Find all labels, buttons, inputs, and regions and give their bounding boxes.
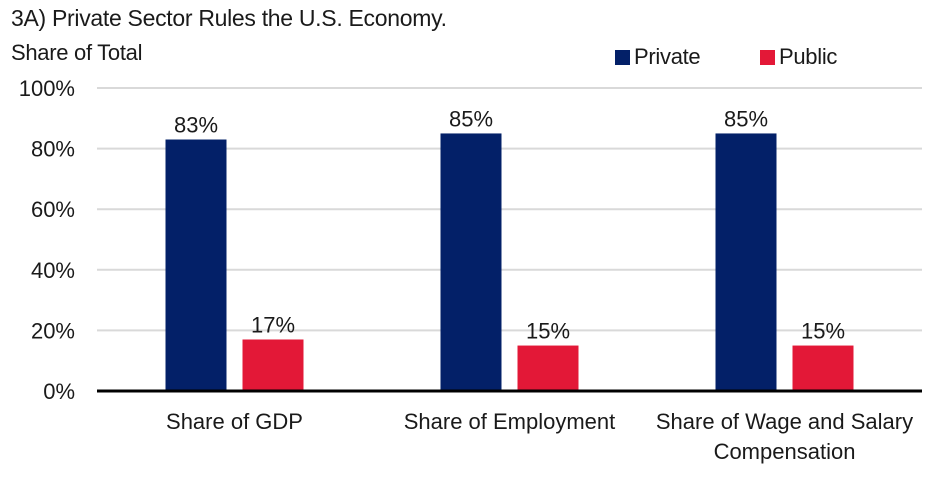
- bar-public: [517, 345, 579, 391]
- bar-private: [440, 133, 502, 391]
- x-tick-label: Compensation: [714, 439, 856, 464]
- chart-title: 3A) Private Sector Rules the U.S. Econom…: [11, 5, 447, 31]
- data-label-private: 83%: [174, 113, 218, 138]
- data-label-private: 85%: [449, 106, 493, 131]
- y-tick-label: 20%: [31, 318, 75, 343]
- bar-private: [715, 133, 777, 391]
- y-tick-label: 100%: [19, 76, 75, 101]
- legend-item-private: Private: [615, 44, 701, 70]
- x-axis-ticks: Share of GDP Share of Employment Share of …: [166, 409, 913, 464]
- bars: [165, 133, 854, 391]
- legend-label-public: Public: [779, 44, 838, 69]
- gridlines: [97, 87, 922, 332]
- data-labels: 83% 17% 85% 15% 85% 15%: [174, 106, 845, 343]
- legend-item-public: Public: [760, 44, 837, 70]
- data-label-public: 15%: [526, 319, 570, 344]
- y-tick-label: 0%: [43, 379, 75, 404]
- x-tick-label: Share of GDP: [166, 409, 303, 434]
- x-tick-label: Share of Employment: [404, 409, 616, 434]
- bar-public: [242, 339, 304, 391]
- bar-public: [792, 345, 854, 391]
- y-axis-ticks: 0% 20% 40% 60% 80% 100%: [19, 76, 75, 404]
- y-tick-label: 60%: [31, 197, 75, 222]
- data-label-public: 15%: [801, 319, 845, 344]
- bar-private: [165, 139, 227, 391]
- data-label-public: 17%: [251, 312, 295, 337]
- x-tick-label: Share of Wage and Salary: [656, 409, 913, 434]
- legend-label-private: Private: [634, 44, 701, 69]
- y-axis-label: Share of Total: [11, 40, 143, 65]
- legend-swatch-public: [760, 49, 775, 65]
- data-label-private: 85%: [724, 106, 768, 131]
- y-tick-label: 80%: [31, 137, 75, 162]
- y-tick-label: 40%: [31, 258, 75, 283]
- legend-swatch-private: [615, 49, 630, 65]
